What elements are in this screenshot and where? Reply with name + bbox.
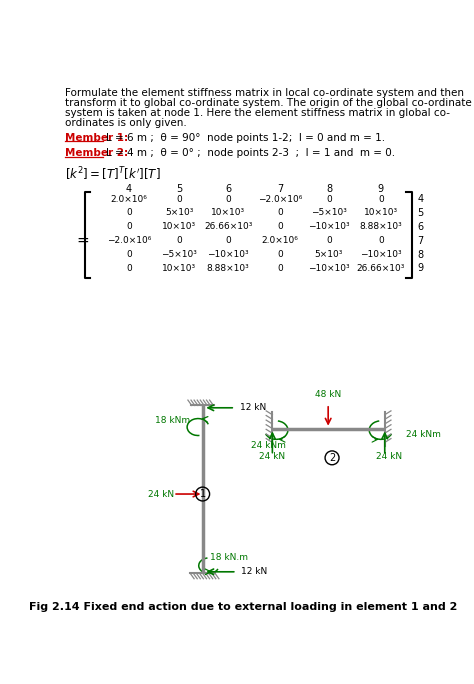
Text: 0: 0 [378, 195, 384, 204]
Text: 10×10³: 10×10³ [162, 264, 196, 273]
Text: 1: 1 [200, 489, 206, 499]
Text: 0: 0 [277, 209, 283, 218]
Text: 2.0×10⁶: 2.0×10⁶ [110, 195, 147, 204]
Text: 5: 5 [417, 208, 424, 218]
Text: 26.66×10³: 26.66×10³ [204, 222, 252, 231]
Text: 5: 5 [176, 184, 182, 194]
Text: −5×10³: −5×10³ [311, 209, 347, 218]
Text: 12 kN: 12 kN [240, 404, 266, 412]
Text: 10×10³: 10×10³ [364, 209, 398, 218]
Text: 0: 0 [277, 264, 283, 273]
Text: 26.66×10³: 26.66×10³ [357, 264, 405, 273]
Text: 10×10³: 10×10³ [162, 222, 196, 231]
Text: 0: 0 [277, 250, 283, 259]
Text: 0: 0 [326, 195, 332, 204]
Text: 8: 8 [326, 184, 332, 194]
Text: 7: 7 [417, 236, 424, 246]
Text: L = 4 m ;  θ = 0° ;  node points 2-3  ;  l = 1 and  m = 0.: L = 4 m ; θ = 0° ; node points 2-3 ; l =… [106, 148, 395, 158]
Text: 24 kN: 24 kN [259, 452, 285, 461]
Text: 24 kN: 24 kN [148, 490, 174, 499]
Text: 0: 0 [126, 264, 132, 273]
Text: 0: 0 [126, 250, 132, 259]
Text: system is taken at node 1. Here the element stiffness matrix in global co-: system is taken at node 1. Here the elem… [65, 108, 450, 118]
Text: $[k^2]=[T]^T[k'][T]$: $[k^2]=[T]^T[k'][T]$ [65, 166, 161, 183]
Text: −10×10³: −10×10³ [308, 264, 350, 273]
Text: 18 kN.m: 18 kN.m [210, 553, 248, 562]
Text: Member 1:: Member 1: [65, 133, 128, 143]
Text: 4: 4 [126, 184, 132, 194]
Text: −10×10³: −10×10³ [208, 250, 249, 259]
Text: 8.88×10³: 8.88×10³ [207, 264, 250, 273]
Text: −10×10³: −10×10³ [360, 250, 401, 259]
Text: 8: 8 [417, 250, 423, 259]
Text: 0: 0 [126, 222, 132, 231]
Text: −5×10³: −5×10³ [162, 250, 197, 259]
Text: Formulate the element stiffness matrix in local co-ordinate system and then: Formulate the element stiffness matrix i… [65, 88, 465, 98]
Text: −2.0×10⁶: −2.0×10⁶ [107, 236, 151, 245]
Text: 0: 0 [176, 236, 182, 245]
Text: Member 2:: Member 2: [65, 148, 128, 158]
Text: 9: 9 [378, 184, 384, 194]
Text: 12 kN: 12 kN [241, 567, 268, 577]
Text: 2: 2 [329, 453, 335, 463]
Text: 5×10³: 5×10³ [165, 209, 193, 218]
Text: 2.0×10⁶: 2.0×10⁶ [262, 236, 299, 245]
Text: 24 kN: 24 kN [375, 452, 401, 461]
Text: 48 kN: 48 kN [315, 391, 341, 399]
Text: 7: 7 [277, 184, 283, 194]
Text: 0: 0 [225, 195, 231, 204]
Text: 24 kNm: 24 kNm [251, 441, 286, 450]
Text: 0: 0 [378, 236, 384, 245]
Text: ordinates is only given.: ordinates is only given. [65, 118, 187, 129]
Text: 0: 0 [277, 222, 283, 231]
Text: =: = [76, 233, 89, 248]
Text: 6: 6 [225, 184, 231, 194]
Text: L = 6 m ;  θ = 90°  node points 1-2;  l = 0 and m = 1.: L = 6 m ; θ = 90° node points 1-2; l = 0… [106, 133, 385, 143]
Text: 24 kNm: 24 kNm [406, 430, 441, 439]
Text: transform it to global co-ordinate system. The origin of the global co-ordinate: transform it to global co-ordinate syste… [65, 98, 472, 108]
Text: −2.0×10⁶: −2.0×10⁶ [258, 195, 302, 204]
Text: 18 kNm: 18 kNm [155, 417, 190, 425]
Text: 0: 0 [126, 209, 132, 218]
Text: 4: 4 [417, 194, 423, 204]
Text: Fig 2.14 Fixed end action due to external loading in element 1 and 2: Fig 2.14 Fixed end action due to externa… [29, 602, 457, 611]
Text: 0: 0 [326, 236, 332, 245]
Text: 6: 6 [417, 222, 423, 232]
Text: −10×10³: −10×10³ [308, 222, 350, 231]
Text: 0: 0 [225, 236, 231, 245]
Text: 9: 9 [417, 263, 423, 274]
Text: 10×10³: 10×10³ [211, 209, 245, 218]
Text: 0: 0 [176, 195, 182, 204]
Text: 5×10³: 5×10³ [315, 250, 343, 259]
Text: 8.88×10³: 8.88×10³ [359, 222, 402, 231]
